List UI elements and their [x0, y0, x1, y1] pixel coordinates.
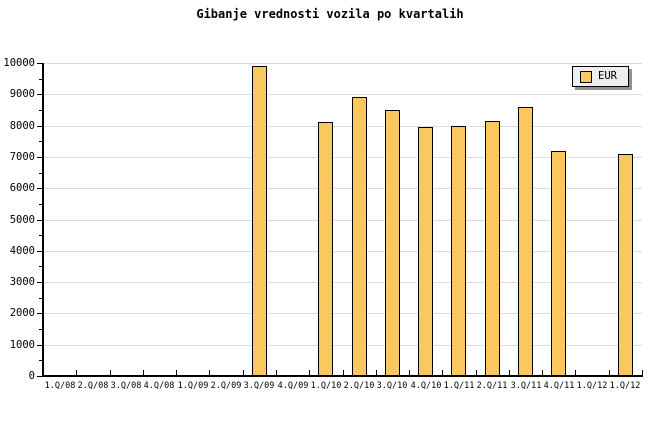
- gridline: [43, 63, 642, 64]
- y-axis-minor-tick: [39, 79, 43, 80]
- x-axis-label: 1.Q/10: [310, 381, 342, 391]
- x-axis-tick: [409, 370, 410, 376]
- y-axis-label: 0: [28, 370, 35, 382]
- x-axis-label: 3.Q/10: [376, 381, 408, 391]
- chart-title: Gibanje vrednosti vozila po kvartalih: [196, 7, 464, 21]
- x-axis-label: 2.Q/11: [476, 381, 508, 391]
- bar: [352, 97, 367, 376]
- x-axis-label: 2.Q/09: [210, 381, 242, 391]
- gridline: [43, 94, 642, 95]
- x-axis-label: 1.Q/12: [609, 381, 641, 391]
- y-axis-label: 2000: [9, 307, 35, 319]
- bar: [252, 66, 267, 376]
- y-axis-minor-tick: [39, 173, 43, 174]
- x-axis-label: 4.Q/10: [410, 381, 442, 391]
- x-axis-label: 4.Q/09: [277, 381, 309, 391]
- y-axis-tick: [37, 282, 43, 283]
- y-axis-tick: [37, 220, 43, 221]
- y-axis-label: 1000: [9, 339, 35, 351]
- x-axis-label: 2.Q/08: [77, 381, 109, 391]
- y-axis-minor-tick: [39, 110, 43, 111]
- bar: [418, 127, 433, 376]
- x-axis-label: 1.Q/08: [44, 381, 76, 391]
- gridline: [43, 345, 642, 346]
- x-axis-label: 3.Q/08: [110, 381, 142, 391]
- x-axis-label: 4.Q/11: [543, 381, 575, 391]
- y-axis-minor-tick: [39, 204, 43, 205]
- x-axis-tick: [243, 370, 244, 376]
- gridline: [43, 313, 642, 314]
- y-axis-tick: [37, 251, 43, 252]
- bar: [551, 151, 566, 376]
- y-axis-minor-tick: [39, 235, 43, 236]
- x-axis-label: 4.Q/08: [143, 381, 175, 391]
- y-axis-label: 7000: [9, 151, 35, 163]
- y-axis-tick: [37, 376, 43, 377]
- x-axis-tick: [642, 370, 643, 376]
- x-axis-line: [42, 375, 643, 377]
- y-axis-label: 10000: [3, 57, 35, 69]
- x-axis-tick: [476, 370, 477, 376]
- gridline: [43, 188, 642, 189]
- gridline: [43, 251, 642, 252]
- x-axis-label: 1.Q/11: [443, 381, 475, 391]
- y-axis-label: 9000: [9, 88, 35, 100]
- x-axis-label: 2.Q/10: [343, 381, 375, 391]
- x-axis-tick: [343, 370, 344, 376]
- x-axis-tick: [376, 370, 377, 376]
- bar: [385, 110, 400, 376]
- y-axis-minor-tick: [39, 266, 43, 267]
- x-axis-tick: [509, 370, 510, 376]
- x-axis-tick: [209, 370, 210, 376]
- y-axis-tick: [37, 126, 43, 127]
- x-axis-tick: [542, 370, 543, 376]
- y-axis-label: 8000: [9, 120, 35, 132]
- bar: [485, 121, 500, 376]
- legend: EUR: [572, 66, 629, 87]
- gridline: [43, 126, 642, 127]
- bar: [618, 154, 633, 376]
- x-axis-tick: [442, 370, 443, 376]
- x-axis-tick: [176, 370, 177, 376]
- x-axis-tick: [609, 370, 610, 376]
- y-axis-tick: [37, 157, 43, 158]
- x-axis-tick: [575, 370, 576, 376]
- x-axis-label: 1.Q/09: [177, 381, 209, 391]
- y-axis-minor-tick: [39, 298, 43, 299]
- y-axis-label: 5000: [9, 214, 35, 226]
- y-axis-tick: [37, 188, 43, 189]
- legend-swatch-icon: [580, 70, 592, 83]
- x-axis-tick: [110, 370, 111, 376]
- x-axis-label: 3.Q/11: [510, 381, 542, 391]
- y-axis-label: 6000: [9, 182, 35, 194]
- y-axis-label: 4000: [9, 245, 35, 257]
- x-axis-label: 3.Q/09: [243, 381, 275, 391]
- gridline: [43, 220, 642, 221]
- y-axis-tick: [37, 313, 43, 314]
- gridline: [43, 157, 642, 158]
- y-axis-label: 3000: [9, 276, 35, 288]
- x-axis-tick: [276, 370, 277, 376]
- x-axis-label: 1.Q/12: [576, 381, 608, 391]
- x-axis-tick: [76, 370, 77, 376]
- bar: [518, 107, 533, 376]
- x-axis-tick: [309, 370, 310, 376]
- y-axis-line: [42, 63, 44, 377]
- bar: [451, 126, 466, 376]
- legend-label: EUR: [598, 70, 617, 83]
- y-axis-tick: [37, 94, 43, 95]
- x-axis-tick: [143, 370, 144, 376]
- y-axis-minor-tick: [39, 360, 43, 361]
- y-axis-minor-tick: [39, 141, 43, 142]
- y-axis-tick: [37, 63, 43, 64]
- bar: [318, 122, 333, 376]
- y-axis-tick: [37, 345, 43, 346]
- y-axis-minor-tick: [39, 329, 43, 330]
- gridline: [43, 282, 642, 283]
